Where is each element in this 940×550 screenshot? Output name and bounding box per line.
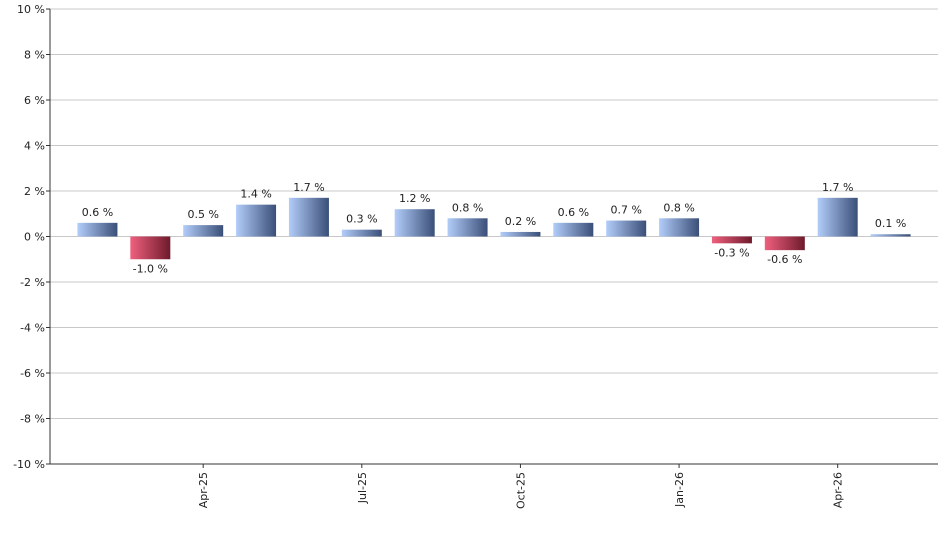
value-label: 1.7 % — [293, 181, 324, 194]
bar — [606, 220, 647, 237]
y-tick-label: -8 % — [20, 413, 45, 426]
bar — [764, 236, 805, 251]
y-tick-label: -6 % — [20, 367, 45, 380]
bar — [711, 236, 752, 244]
bar — [447, 218, 488, 237]
y-tick-label: 0 % — [24, 231, 45, 244]
bar — [183, 225, 224, 237]
x-tick-label: Jan-26 — [673, 472, 686, 508]
bar — [288, 197, 329, 237]
y-tick-label: 6 % — [24, 94, 45, 107]
y-tick-label: 10 % — [17, 3, 45, 16]
bar — [130, 236, 171, 260]
bar — [870, 234, 911, 237]
value-label: 0.6 % — [82, 206, 113, 219]
bar — [394, 209, 435, 237]
value-label: 0.5 % — [187, 208, 218, 221]
bar — [500, 231, 541, 237]
x-tick-label: Apr-25 — [197, 472, 210, 508]
y-tick-label: 2 % — [24, 185, 45, 198]
y-tick-label: 4 % — [24, 140, 45, 153]
y-tick-label: -10 % — [13, 458, 45, 471]
value-label: 1.4 % — [240, 188, 271, 201]
value-label: -0.6 % — [767, 253, 802, 266]
y-tick-label: -4 % — [20, 322, 45, 335]
bar — [659, 218, 700, 237]
value-label: 0.8 % — [663, 201, 694, 214]
value-label: 0.3 % — [346, 213, 377, 226]
value-label: 0.1 % — [875, 217, 906, 230]
value-label: 0.2 % — [505, 215, 536, 228]
bar — [341, 229, 382, 237]
y-tick-label: 8 % — [24, 49, 45, 62]
bar — [553, 222, 594, 237]
value-label: 1.7 % — [822, 181, 853, 194]
x-tick-label: Apr-26 — [832, 472, 845, 508]
value-label: 0.8 % — [452, 201, 483, 214]
x-tick-label: Oct-25 — [514, 472, 527, 509]
bar — [77, 222, 118, 237]
value-label: -1.0 % — [133, 262, 168, 275]
bar — [817, 197, 858, 237]
value-label: 0.7 % — [610, 204, 641, 217]
y-tick-label: -2 % — [20, 276, 45, 289]
value-label: -0.3 % — [714, 246, 749, 259]
bar — [236, 204, 277, 237]
value-label: 1.2 % — [399, 192, 430, 205]
value-label: 0.6 % — [558, 206, 589, 219]
x-tick-label: Jul-25 — [356, 472, 369, 504]
